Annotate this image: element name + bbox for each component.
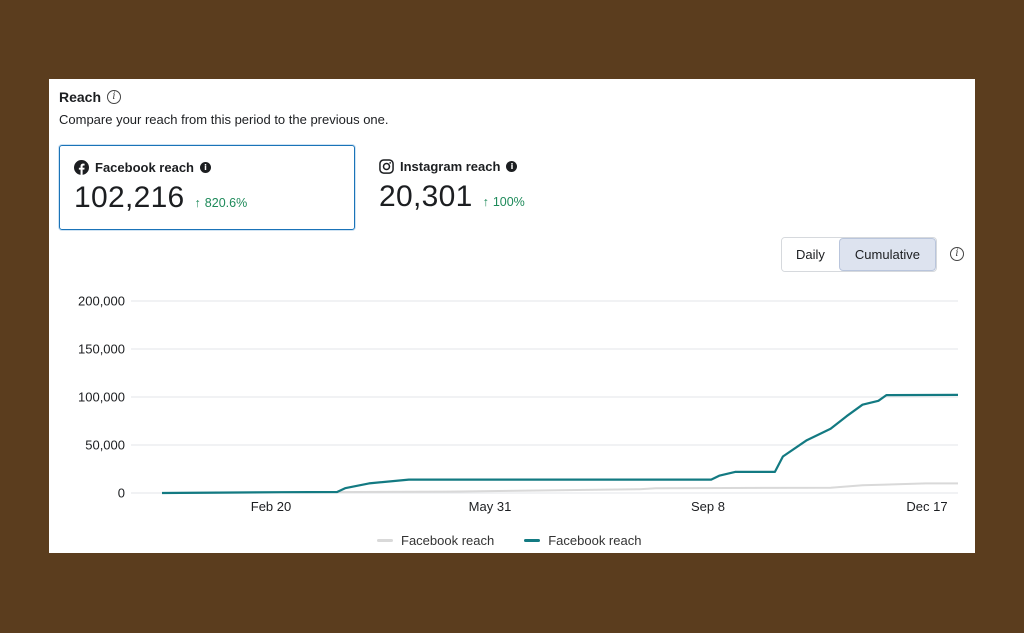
legend-swatch-current bbox=[524, 539, 541, 542]
metric-delta-value: 100% bbox=[492, 195, 525, 209]
instagram-icon bbox=[379, 159, 394, 174]
facebook-icon bbox=[74, 160, 89, 175]
legend-swatch-previous bbox=[377, 539, 393, 542]
x-tick-label: May 31 bbox=[469, 499, 512, 514]
metric-instagram-reach[interactable]: Instagram reach i 20,301 ↑ 100% bbox=[365, 145, 625, 230]
daily-button[interactable]: Daily bbox=[782, 238, 839, 271]
y-tick-label: 0 bbox=[118, 486, 125, 501]
info-icon[interactable]: i bbox=[506, 161, 518, 172]
y-tick-label: 150,000 bbox=[78, 342, 125, 357]
metric-delta-value: 820.6% bbox=[204, 196, 248, 210]
legend-item[interactable]: Facebook reach bbox=[377, 533, 494, 548]
y-tick-label: 50,000 bbox=[85, 438, 125, 453]
info-icon[interactable]: i bbox=[200, 162, 211, 173]
legend-label: Facebook reach bbox=[548, 533, 642, 548]
x-tick-label: Feb 20 bbox=[251, 499, 291, 514]
arrow-up-icon: ↑ bbox=[194, 196, 201, 210]
metric-facebook-reach[interactable]: Facebook reach i 102,216 ↑ 820.6% bbox=[59, 145, 355, 230]
reach-line-chart: 200,000 150,000 100,000 50,000 0 Feb 20 May 31… bbox=[78, 294, 959, 514]
metric-value: 20,301 bbox=[379, 180, 473, 213]
title-row: Reach i bbox=[59, 89, 122, 105]
view-toggle: Daily Cumulative bbox=[781, 237, 937, 272]
card-title: Reach bbox=[59, 89, 102, 105]
reach-card: Reach i Compare your reach from this per… bbox=[49, 79, 975, 553]
arrow-up-icon: ↑ bbox=[482, 195, 489, 209]
x-tick-label: Sep 8 bbox=[691, 499, 725, 514]
x-tick-label: Dec 17 bbox=[906, 499, 947, 514]
series-line-current bbox=[161, 393, 959, 495]
legend-item[interactable]: Facebook reach bbox=[524, 533, 641, 548]
cumulative-button[interactable]: Cumulative bbox=[838, 238, 936, 271]
legend-label: Facebook reach bbox=[401, 533, 495, 548]
metric-value: 102,216 bbox=[74, 181, 185, 214]
info-icon[interactable]: i bbox=[107, 90, 122, 104]
metric-label: Instagram reach bbox=[400, 159, 501, 174]
y-tick-label: 100,000 bbox=[78, 390, 125, 405]
metric-label: Facebook reach bbox=[95, 160, 194, 175]
y-tick-label: 200,000 bbox=[78, 294, 125, 309]
chart-legend: Facebook reach Facebook reach bbox=[377, 533, 641, 548]
metric-delta: ↑ 100% bbox=[483, 195, 525, 209]
metric-delta: ↑ 820.6% bbox=[195, 196, 248, 210]
info-icon[interactable]: i bbox=[950, 247, 964, 261]
card-subtitle: Compare your reach from this period to t… bbox=[59, 112, 389, 127]
